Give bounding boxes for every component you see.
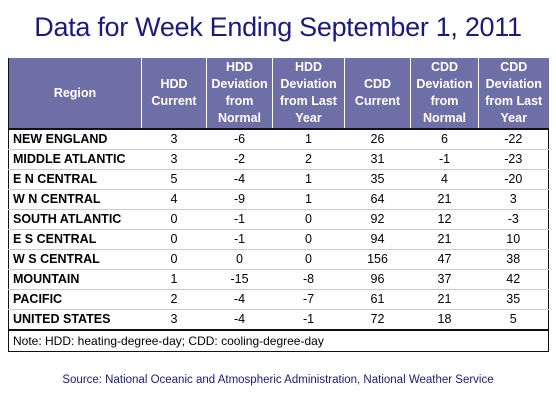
value-cell: 1 [272, 189, 345, 210]
value-cell: 61 [344, 289, 411, 310]
source-citation: Source: National Oceanic and Atmospheric… [62, 374, 494, 386]
value-cell: -8 [272, 269, 345, 290]
value-cell: 0 [272, 229, 345, 250]
value-cell: 1 [272, 169, 345, 190]
table-row: E N CENTRAL 5 -4 1 35 4 -20 [8, 169, 549, 190]
value-cell: 12 [410, 209, 479, 230]
value-cell: 3 [141, 309, 207, 331]
value-cell: 21 [410, 289, 479, 310]
region-cell: MIDDLE ATLANTIC [8, 149, 142, 170]
weather-data-table: Region HDD Current HDD Deviation from No… [8, 58, 549, 352]
table-row: E S CENTRAL 0 -1 0 94 21 10 [8, 229, 549, 250]
value-cell: 0 [272, 249, 345, 270]
value-cell: 6 [410, 128, 479, 150]
value-cell: -23 [478, 149, 549, 170]
value-cell: 3 [141, 128, 207, 150]
value-cell: -20 [478, 169, 549, 190]
value-cell: 72 [344, 309, 411, 331]
value-cell: 3 [478, 189, 549, 210]
value-cell: -7 [272, 289, 345, 310]
table-row: W S CENTRAL 0 0 0 156 47 38 [8, 249, 549, 270]
table-row: SOUTH ATLANTIC 0 -1 0 92 12 -3 [8, 209, 549, 230]
value-cell: 64 [344, 189, 411, 210]
table-row: UNITED STATES 3 -4 -1 72 18 5 [8, 309, 549, 331]
value-cell: 3 [141, 149, 207, 170]
column-header-hdd-current: HDD Current [141, 58, 207, 129]
value-cell: -1 [410, 149, 479, 170]
value-cell: -1 [206, 229, 273, 250]
region-cell: E S CENTRAL [8, 229, 142, 250]
region-cell: NEW ENGLAND [8, 128, 142, 150]
column-header-cdd-deviation-last-year: CDD Deviation from Last Year [478, 58, 549, 129]
value-cell: 35 [478, 289, 549, 310]
column-header-hdd-deviation-normal: HDD Deviation from Normal [206, 58, 273, 129]
value-cell: 92 [344, 209, 411, 230]
value-cell: 2 [141, 289, 207, 310]
value-cell: -4 [206, 289, 273, 310]
value-cell: 0 [206, 249, 273, 270]
note-row: Note: HDD: heating-degree-day; CDD: cool… [8, 329, 549, 352]
value-cell: 2 [272, 149, 345, 170]
value-cell: 156 [344, 249, 411, 270]
table-row: MIDDLE ATLANTIC 3 -2 2 31 -1 -23 [8, 149, 549, 170]
value-cell: -22 [478, 128, 549, 150]
value-cell: 21 [410, 229, 479, 250]
value-cell: 0 [141, 209, 207, 230]
value-cell: -4 [206, 309, 273, 331]
region-cell: W N CENTRAL [8, 189, 142, 210]
value-cell: 38 [478, 249, 549, 270]
region-cell: W S CENTRAL [8, 249, 142, 270]
value-cell: 26 [344, 128, 411, 150]
value-cell: 4 [141, 189, 207, 210]
value-cell: -3 [478, 209, 549, 230]
region-cell: E N CENTRAL [8, 169, 142, 190]
value-cell: 10 [478, 229, 549, 250]
value-cell: 94 [344, 229, 411, 250]
column-header-cdd-current: CDD Current [344, 58, 411, 129]
value-cell: 0 [141, 229, 207, 250]
value-cell: 42 [478, 269, 549, 290]
table-row: PACIFIC 2 -4 -7 61 21 35 [8, 289, 549, 310]
value-cell: -4 [206, 169, 273, 190]
value-cell: 21 [410, 189, 479, 210]
region-cell: SOUTH ATLANTIC [8, 209, 142, 230]
value-cell: 5 [478, 309, 549, 331]
value-cell: 18 [410, 309, 479, 331]
column-header-hdd-deviation-last-year: HDD Deviation from Last Year [272, 58, 345, 129]
value-cell: 96 [344, 269, 411, 290]
table-row: NEW ENGLAND 3 -6 1 26 6 -22 [8, 128, 549, 150]
region-cell: PACIFIC [8, 289, 142, 310]
value-cell: -6 [206, 128, 273, 150]
value-cell: 35 [344, 169, 411, 190]
table-row: W N CENTRAL 4 -9 1 64 21 3 [8, 189, 549, 210]
value-cell: 1 [272, 128, 345, 150]
value-cell: 1 [141, 269, 207, 290]
value-cell: 4 [410, 169, 479, 190]
value-cell: 37 [410, 269, 479, 290]
value-cell: 0 [141, 249, 207, 270]
value-cell: 0 [272, 209, 345, 230]
value-cell: -1 [272, 309, 345, 331]
region-cell: UNITED STATES [8, 309, 142, 331]
value-cell: 31 [344, 149, 411, 170]
value-cell: -15 [206, 269, 273, 290]
table-row: MOUNTAIN 1 -15 -8 96 37 42 [8, 269, 549, 290]
value-cell: -2 [206, 149, 273, 170]
table-note: Note: HDD: heating-degree-day; CDD: cool… [8, 329, 549, 352]
page-title: Data for Week Ending September 1, 2011 [34, 12, 522, 42]
value-cell: 47 [410, 249, 479, 270]
value-cell: -9 [206, 189, 273, 210]
value-cell: -1 [206, 209, 273, 230]
value-cell: 5 [141, 169, 207, 190]
column-header-cdd-deviation-normal: CDD Deviation from Normal [410, 58, 479, 129]
region-cell: MOUNTAIN [8, 269, 142, 290]
header-row: Region HDD Current HDD Deviation from No… [8, 58, 549, 129]
column-header-region: Region [8, 58, 142, 129]
